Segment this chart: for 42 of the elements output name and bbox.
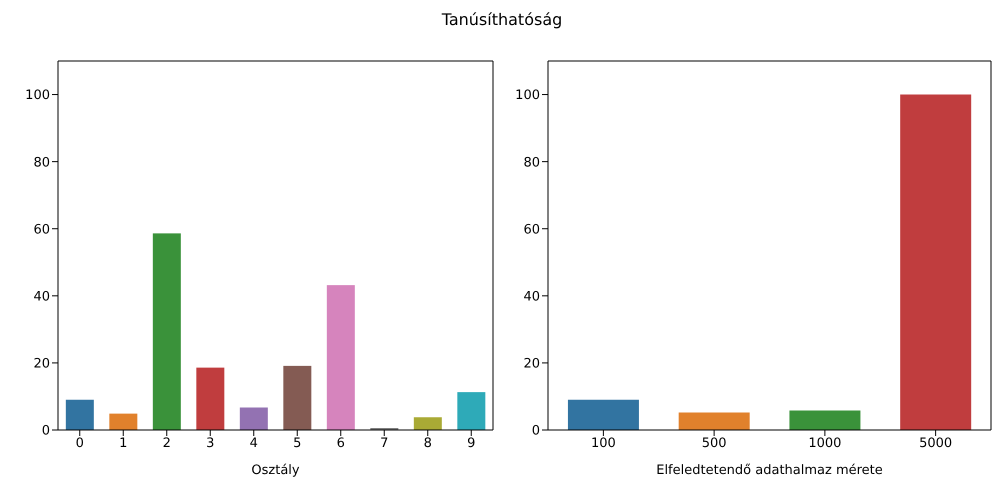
bar — [66, 400, 94, 430]
x-tick-label: 3 — [206, 436, 214, 452]
y-tick-label: 80 — [33, 155, 50, 170]
bar — [457, 392, 486, 430]
x-tick-label: 2 — [162, 436, 171, 452]
bar — [789, 410, 860, 430]
y-tick-label: 40 — [523, 289, 540, 304]
y-tick-label: 0 — [42, 424, 50, 439]
y-tick-label: 80 — [523, 155, 540, 170]
bar — [152, 233, 181, 430]
bar — [326, 285, 355, 430]
x-tick-label: 100 — [590, 436, 616, 452]
bar — [678, 412, 750, 430]
y-tick-label: 100 — [515, 88, 540, 104]
x-tick-label: 5 — [293, 436, 302, 452]
x-tick-label: 8 — [424, 436, 432, 452]
y-tick-label: 20 — [33, 356, 50, 372]
x-tick-label: 4 — [250, 436, 258, 452]
y-tick-label: 20 — [523, 356, 540, 372]
x-tick-label: 5000 — [919, 436, 952, 452]
chart-title: Tanúsíthatóság — [440, 10, 564, 29]
x-tick-label: 0 — [76, 436, 84, 452]
bar — [109, 414, 138, 430]
y-tick-label: 40 — [33, 289, 50, 304]
bar — [900, 94, 972, 430]
x-tick-label: 1 — [119, 436, 128, 452]
bar — [283, 366, 312, 430]
x-tick-label: 7 — [380, 436, 388, 452]
x-axis-title: Osztály — [251, 463, 300, 478]
bar — [240, 408, 268, 430]
x-tick-label: 500 — [702, 436, 727, 452]
bar — [196, 368, 224, 430]
x-tick-label: 6 — [336, 436, 345, 452]
x-tick-label: 9 — [467, 436, 476, 452]
y-tick-label: 60 — [523, 222, 540, 238]
x-tick-label: 1000 — [808, 436, 842, 452]
bar — [414, 417, 442, 430]
y-tick-label: 0 — [532, 424, 540, 439]
x-axis-title: Elfeledtetendő adathalmaz mérete — [656, 463, 883, 478]
y-tick-label: 60 — [33, 222, 50, 238]
bar — [568, 400, 639, 430]
y-tick-label: 100 — [25, 88, 50, 104]
